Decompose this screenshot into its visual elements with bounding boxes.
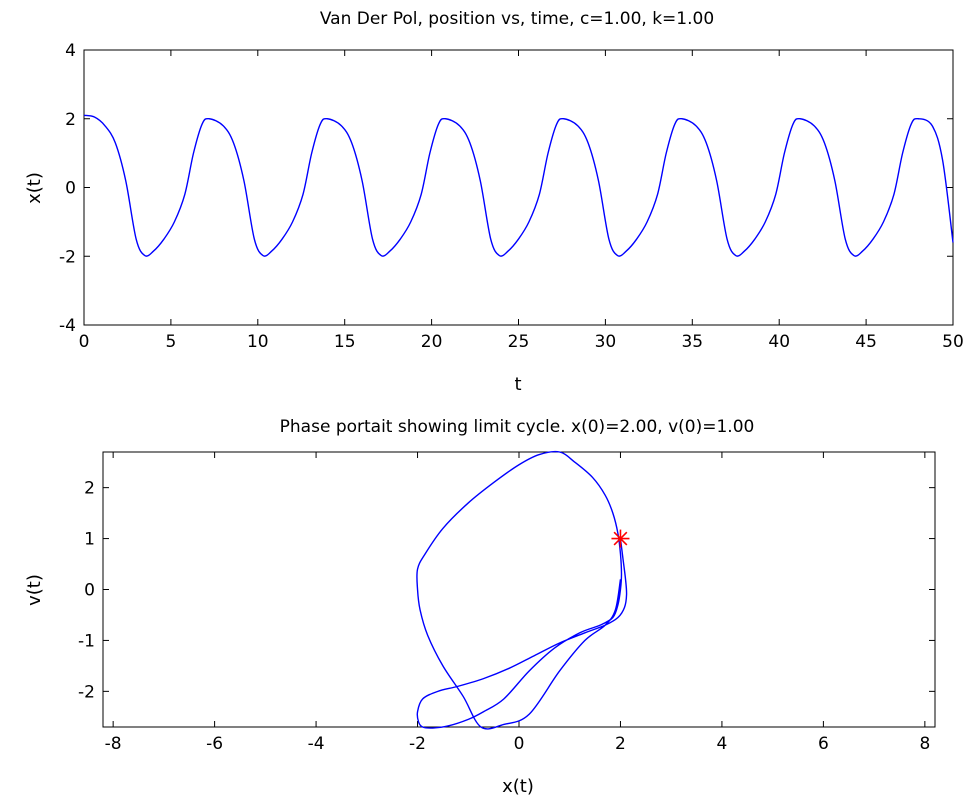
y-tick-label: -2 bbox=[59, 247, 76, 267]
y-tick-label: 0 bbox=[65, 179, 76, 199]
chart2-plot-area bbox=[102, 451, 936, 728]
initial-condition-marker bbox=[611, 529, 630, 548]
y-tick-label: 4 bbox=[65, 41, 76, 61]
x-tick-label: 20 bbox=[421, 332, 443, 352]
x-tick-label: 4 bbox=[717, 734, 728, 754]
x-tick-label: 50 bbox=[942, 332, 964, 352]
x-tick-label: 25 bbox=[508, 332, 530, 352]
x-tick-label: -2 bbox=[409, 734, 426, 754]
y-tick-label: 0 bbox=[84, 581, 95, 601]
y-tick-label: -2 bbox=[78, 682, 95, 702]
chart2-title: Phase portait showing limit cycle. x(0)=… bbox=[280, 417, 755, 437]
chart1-y-ticks: -4 -2 0 2 4 bbox=[59, 41, 953, 336]
chart2-y-axis-label: v(t) bbox=[24, 574, 45, 606]
chart2-y-ticks: -2 -1 0 1 2 bbox=[78, 479, 935, 702]
x-tick-label: -4 bbox=[308, 734, 325, 754]
x-tick-label: 0 bbox=[514, 734, 525, 754]
y-tick-label: 1 bbox=[84, 530, 95, 550]
x-tick-label: 2 bbox=[615, 734, 626, 754]
x-tick-label: 5 bbox=[165, 332, 176, 352]
y-tick-label: 2 bbox=[65, 110, 76, 130]
chart2-x-ticks: -8 -6 -4 -2 0 2 4 6 8 bbox=[105, 452, 930, 754]
chart1-title: Van Der Pol, position vs, time, c=1.00, … bbox=[320, 9, 714, 29]
star-marker-stroke bbox=[613, 531, 628, 546]
x-tick-label: 0 bbox=[79, 332, 90, 352]
y-tick-label: -4 bbox=[59, 316, 76, 336]
chart1-y-axis-label: x(t) bbox=[24, 172, 45, 204]
x-tick-label: 30 bbox=[595, 332, 617, 352]
x-tick-label: 45 bbox=[855, 332, 877, 352]
chart2-series-line bbox=[416, 450, 628, 730]
x-tick-label: 8 bbox=[919, 734, 930, 754]
chart1-plot-area bbox=[83, 49, 954, 326]
x-tick-label: 15 bbox=[334, 332, 356, 352]
x-tick-label: -6 bbox=[206, 734, 223, 754]
x-tick-label: 40 bbox=[768, 332, 790, 352]
chart2-x-axis-label: x(t) bbox=[502, 776, 534, 797]
x-tick-label: 6 bbox=[818, 734, 829, 754]
x-tick-label: 10 bbox=[247, 332, 269, 352]
y-tick-label: 2 bbox=[84, 479, 95, 499]
phase-portrait-chart: Phase portait showing limit cycle. x(0)=… bbox=[24, 417, 936, 797]
position-time-chart: Van Der Pol, position vs, time, c=1.00, … bbox=[24, 9, 964, 395]
x-tick-label: -8 bbox=[105, 734, 122, 754]
chart1-series-line bbox=[83, 114, 954, 257]
x-tick-label: 35 bbox=[681, 332, 703, 352]
y-tick-label: -1 bbox=[78, 631, 95, 651]
chart1-x-ticks: 0 5 10 15 20 25 30 35 40 45 50 bbox=[79, 50, 964, 352]
chart1-x-axis-label: t bbox=[514, 374, 521, 395]
